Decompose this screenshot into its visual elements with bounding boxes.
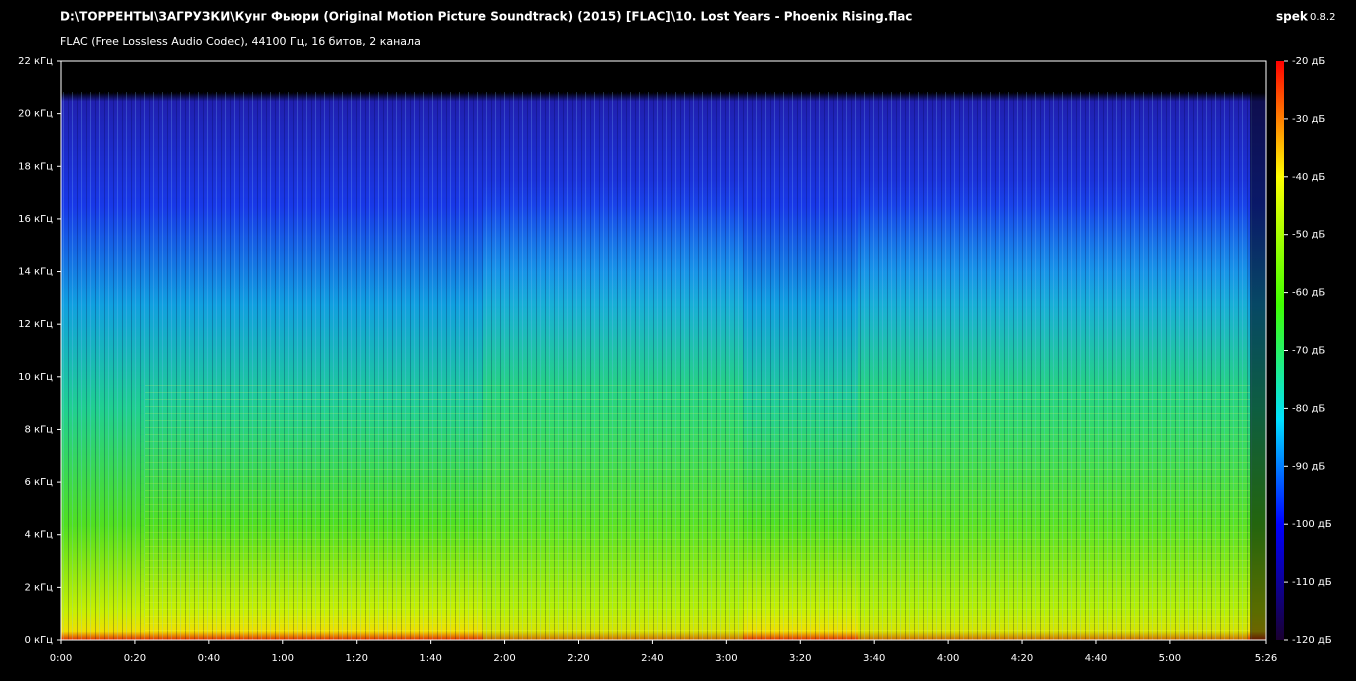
x-tick-label: 1:00 bbox=[272, 653, 294, 664]
y-tick-label: 16 кГц bbox=[18, 214, 53, 225]
x-tick-label: 4:40 bbox=[1085, 653, 1107, 664]
app-version: 0.8.2 bbox=[1310, 12, 1335, 23]
colorbar bbox=[1276, 61, 1284, 640]
spectrogram-fade bbox=[1250, 92, 1266, 640]
plot-frame bbox=[60, 60, 1267, 641]
colorbar-tick-label: -90 дБ bbox=[1292, 461, 1325, 472]
y-tick-label: 20 кГц bbox=[18, 109, 53, 120]
colorbar-tick-label: -20 дБ bbox=[1292, 56, 1325, 67]
x-tick-label: 0:20 bbox=[124, 653, 146, 664]
y-tick-label: 14 кГц bbox=[18, 267, 53, 278]
x-tick-label: 3:20 bbox=[789, 653, 811, 664]
colorbar-tick-label: -80 дБ bbox=[1292, 403, 1325, 414]
x-tick-label: 2:40 bbox=[641, 653, 663, 664]
y-tick-label: 10 кГц bbox=[18, 372, 53, 383]
colorbar-tick-label: -110 дБ bbox=[1292, 577, 1332, 588]
x-tick-label: 0:40 bbox=[198, 653, 220, 664]
x-tick-label: 5:00 bbox=[1159, 653, 1181, 664]
colorbar-tick-label: -50 дБ bbox=[1292, 230, 1325, 241]
colorbar-tick-label: -60 дБ bbox=[1292, 288, 1325, 299]
y-tick-label: 0 кГц bbox=[25, 635, 54, 646]
y-tick-label: 22 кГц bbox=[18, 56, 53, 67]
x-tick-label: 2:00 bbox=[493, 653, 515, 664]
file-info: FLAC (Free Lossless Audio Codec), 44100 … bbox=[60, 35, 421, 48]
spectrogram bbox=[61, 61, 1266, 640]
file-path: D:\ТОРРЕНТЫ\ЗАГРУЗКИ\Кунг Фьюри (Origina… bbox=[60, 10, 912, 24]
y-tick-label: 6 кГц bbox=[25, 477, 54, 488]
colorbar-tick-label: -70 дБ bbox=[1292, 346, 1325, 357]
x-tick-label: 3:40 bbox=[863, 653, 885, 664]
x-tick-label: 5:26 bbox=[1255, 653, 1277, 664]
x-tick-label: 1:20 bbox=[345, 653, 367, 664]
spectrogram-harmonics bbox=[145, 380, 1250, 635]
x-tick-label: 4:20 bbox=[1011, 653, 1033, 664]
colorbar-tick-label: -100 дБ bbox=[1292, 519, 1332, 530]
y-tick-label: 18 кГц bbox=[18, 161, 53, 172]
y-tick-label: 8 кГц bbox=[25, 424, 54, 435]
x-tick-label: 3:00 bbox=[715, 653, 737, 664]
colorbar-tick-label: -120 дБ bbox=[1292, 635, 1332, 646]
x-tick-label: 1:40 bbox=[419, 653, 441, 664]
x-tick-label: 4:00 bbox=[937, 653, 959, 664]
colorbar-tick-label: -30 дБ bbox=[1292, 114, 1325, 125]
x-tick-label: 0:00 bbox=[50, 653, 72, 664]
y-tick-label: 2 кГц bbox=[25, 582, 54, 593]
app-name: spek bbox=[1276, 10, 1309, 24]
colorbar-tick-label: -40 дБ bbox=[1292, 172, 1325, 183]
y-tick-label: 4 кГц bbox=[25, 530, 54, 541]
y-tick-label: 12 кГц bbox=[18, 319, 53, 330]
x-tick-label: 2:20 bbox=[567, 653, 589, 664]
